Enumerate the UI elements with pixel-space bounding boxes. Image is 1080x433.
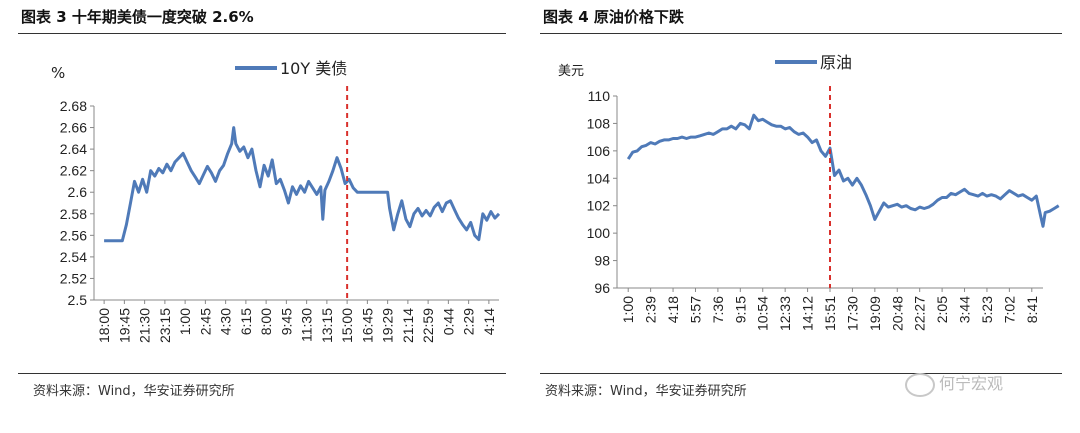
right-x-tick-label: 7:36 bbox=[710, 296, 726, 323]
left-x-tick-label: 23:15 bbox=[157, 308, 173, 343]
left-x-tick-label: 6:15 bbox=[238, 308, 254, 335]
right-x-tick-label: 5:23 bbox=[979, 296, 995, 323]
left-bottom-rule bbox=[18, 373, 506, 374]
right-x-tick-label: 19:09 bbox=[867, 296, 883, 331]
right-x-tick-label: 14:12 bbox=[800, 296, 816, 331]
right-legend: 原油 bbox=[775, 53, 852, 72]
left-x-tick-label: 2:29 bbox=[461, 308, 477, 335]
left-x-tick-label: 18:00 bbox=[96, 308, 112, 343]
right-x-tick-label: 8:41 bbox=[1024, 296, 1040, 323]
left-source-note: 资料来源：Wind，华安证券研究所 bbox=[33, 384, 235, 399]
watermark-text: 何宁宏观 bbox=[939, 374, 1004, 393]
left-y-tick-label: 2.52 bbox=[60, 270, 87, 286]
right-x-tick-label: 3:44 bbox=[957, 296, 973, 323]
right-y-tick-label: 100 bbox=[587, 225, 611, 241]
right-x-tick-label: 4:18 bbox=[665, 296, 681, 323]
left-x-tick-label: 9:45 bbox=[278, 308, 294, 335]
right-x-tick-label: 7:02 bbox=[1001, 296, 1017, 323]
left-legend-label: 10Y 美债 bbox=[280, 59, 347, 78]
right-x-tick-label: 20:48 bbox=[889, 296, 905, 331]
right-x-tick-label: 1:00 bbox=[620, 296, 636, 323]
right-x-tick-label: 2:05 bbox=[934, 296, 950, 323]
right-source-note: 资料来源：Wind，华安证券研究所 bbox=[545, 384, 747, 399]
right-line-chart: 110 108 106 104 102 100 98 96 1:00 2:39 4:18 5:57 7… bbox=[558, 53, 1060, 331]
left-x-tick-label: 22:59 bbox=[420, 308, 436, 343]
right-x-tick-label: 12:33 bbox=[777, 296, 793, 331]
right-y-tick-label: 102 bbox=[587, 198, 611, 214]
left-y-tick-label: 2.68 bbox=[60, 98, 87, 114]
right-x-tick-label: 2:39 bbox=[643, 296, 659, 323]
left-x-tick-label: 16:45 bbox=[359, 308, 375, 343]
left-series-line bbox=[104, 126, 501, 243]
wechat-icon bbox=[905, 372, 935, 397]
left-x-tick-label: 4:14 bbox=[481, 308, 497, 335]
watermark: 何宁宏观 bbox=[905, 370, 1003, 397]
right-x-tick-label: 15:51 bbox=[822, 296, 838, 331]
left-x-tick-label: 1:00 bbox=[177, 308, 193, 335]
left-y-tick-label: 2.54 bbox=[60, 249, 87, 265]
right-y-tick-label: 104 bbox=[587, 170, 611, 186]
right-chart-title: 图表 4 原油价格下跌 bbox=[543, 8, 684, 26]
right-y-tick-label: 110 bbox=[588, 88, 611, 104]
right-x-tick-label: 22:27 bbox=[912, 296, 928, 331]
right-x-tick-label: 10:54 bbox=[755, 296, 771, 331]
left-x-tick-label: 13:15 bbox=[319, 308, 335, 343]
right-y-tick-label: 106 bbox=[587, 143, 611, 159]
right-x-tick-label: 9:15 bbox=[732, 296, 748, 323]
left-x-tick-label: 19:29 bbox=[380, 308, 396, 343]
right-y-tick-label: 108 bbox=[587, 115, 611, 131]
left-y-tick-label: 2.58 bbox=[60, 206, 87, 222]
right-y-tick-label: 96 bbox=[594, 280, 610, 296]
left-x-tick-label: 2:45 bbox=[197, 308, 213, 335]
left-y-tick-label: 2.64 bbox=[60, 141, 87, 157]
left-legend: 10Y 美债 bbox=[235, 59, 347, 78]
left-y-tick-label: 2.66 bbox=[60, 120, 87, 136]
right-x-tick-label: 5:57 bbox=[687, 296, 703, 323]
right-legend-label: 原油 bbox=[820, 53, 852, 72]
left-y-tick-label: 2.56 bbox=[60, 227, 87, 243]
right-x-tick-label: 17:30 bbox=[844, 296, 860, 331]
left-x-tick-label: 21:30 bbox=[137, 308, 153, 343]
left-y-tick-label: 2.62 bbox=[60, 163, 87, 179]
right-title-rule bbox=[540, 33, 1062, 34]
right-bottom-rule bbox=[540, 373, 1062, 374]
left-x-tick-label: 4:30 bbox=[218, 308, 234, 335]
left-x-tick-label: 11:30 bbox=[299, 308, 315, 342]
left-x-tick-label: 15:00 bbox=[339, 308, 355, 343]
left-y-tick-label: 2.5 bbox=[68, 292, 88, 308]
left-x-tick-label: 8:00 bbox=[258, 308, 274, 335]
left-line-chart: 2.68 2.66 2.64 2.62 2.6 2.58 2.56 2.54 2.52 2.5 1… bbox=[51, 59, 501, 343]
right-y-tick-label: 98 bbox=[594, 253, 610, 269]
right-series-line bbox=[626, 113, 1060, 228]
left-y-axis-label: % bbox=[51, 64, 65, 82]
left-title-rule bbox=[18, 33, 506, 34]
left-chart-title: 图表 3 十年期美债一度突破 2.6% bbox=[21, 8, 254, 26]
left-x-tick-label: 19:45 bbox=[116, 308, 132, 343]
left-x-tick-label: 0:44 bbox=[440, 308, 456, 335]
left-x-tick-label: 21:14 bbox=[400, 308, 416, 343]
right-y-axis-label: 美元 bbox=[558, 64, 584, 79]
left-y-tick-label: 2.6 bbox=[68, 184, 88, 200]
